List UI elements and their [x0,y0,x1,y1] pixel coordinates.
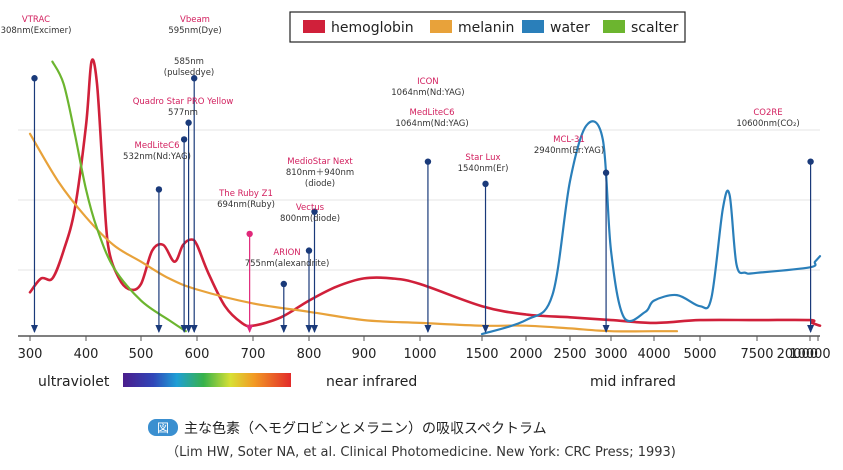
laser-arrowhead [155,325,163,333]
legend-swatch-water [522,20,544,33]
laser-arrowhead [482,325,490,333]
laser-arrowhead [180,325,188,333]
laser-dot [246,230,253,238]
laser-dot [31,75,38,82]
legend-label-hemoglobin: hemoglobin [331,20,414,36]
laser-arrowhead [602,325,610,333]
laser-dot [305,247,313,254]
series-hemoglobin-line [28,58,822,328]
caption-badge-text: 図 [157,421,169,435]
laser-spec-label: 10600nm(CO₂) [736,119,799,129]
laser-spec-label: 595nm(Dye) [168,26,221,36]
laser-spec-label: 585nm [174,57,204,67]
laser-arrowhead [185,325,193,333]
laser-name-label: MedLiteC6 [135,141,180,151]
laser-name-label: ARION [273,248,300,258]
visible-spectrum-bar [123,373,291,387]
laser-spec-label: 1064nm(Nd:YAG) [391,88,464,98]
laser-dot [807,158,814,165]
laser-arrowhead [246,325,254,333]
laser-arrowhead [280,325,288,333]
laser-name-label: Quadro Star PRO Yellow [133,97,234,107]
laser-spec-label: 694nm(Ruby) [217,200,275,210]
x-tick-label: 800 [297,347,322,362]
laser-dot [424,158,432,165]
series-water-line [480,120,822,336]
laser-dot [602,169,610,176]
laser-spec-label: (pulseddye) [164,68,215,78]
x-tick-label: 5000 [683,347,716,362]
laser-name-label: MedLiteC6 [410,108,455,118]
laser-name-label: MedioStar Next [287,157,353,167]
x-tick-label: 400 [74,347,99,362]
laser-spec-label: 577nm [168,108,198,118]
x-tick-label: 900 [352,347,377,362]
laser-name-label: The Ruby Z1 [218,189,273,199]
laser-spec-label: (diode) [305,179,335,189]
laser-name-label: CO2RE [753,108,782,118]
legend-label-scatter: scalter [631,20,679,36]
laser-spec-label: 2940nm(Er:YAG) [534,146,604,156]
laser-name-label: Star Lux [465,153,500,163]
caption-title: 主な色素（ヘモグロビンとメラニン）の吸収スペクトラム [184,420,547,437]
legend-label-melanin: melanin [458,20,514,36]
region-mid-infrared: mid infrared [590,374,676,390]
laser-dot [185,119,192,126]
laser-spec-label: 800nm(diode) [280,214,340,224]
region-ultraviolet: ultraviolet [38,374,110,390]
laser-arrowhead [305,325,313,333]
x-tick-label: 2000 [509,347,542,362]
laser-dot [280,280,287,288]
x-tick-label: 1500 [465,347,498,362]
legend-swatch-scatter [603,20,625,33]
legend-swatch-melanin [430,20,452,33]
x-tick-label: 3000 [594,347,627,362]
legend: hemoglobin melanin water scalter [289,11,686,43]
laser-dot [311,208,318,215]
laser-dot [191,75,198,82]
laser-markers: ICON1064nm(Nd:YAG)VTRAC308nm(Excimer)Med… [1,15,815,333]
x-tick-label: 4000 [637,347,670,362]
x-tick-label: 500 [129,347,154,362]
legend-label-water: water [550,20,590,36]
laser-dot [155,186,163,193]
laser-dot [482,180,489,188]
laser-spec-label: 1540nm(Er) [458,164,509,174]
x-tick-label: 700 [241,347,266,362]
laser-name-label: VTRAC [22,15,50,25]
laser-arrowhead [30,325,38,333]
x-tick-label: 1000 [403,347,436,362]
laser-name-label: MCL-31 [553,135,585,145]
laser-name-label: ICON [417,77,439,87]
laser-arrowhead [424,325,432,333]
series-scalter-line [51,60,187,333]
laser-arrowhead [311,325,318,333]
caption-citation: （Lim HW, Soter NA, et al. Clinical Photo… [166,445,676,460]
series-melanin-line [28,132,679,333]
laser-arrowhead [190,325,198,333]
laser-name-label: Vbeam [180,15,210,25]
grid-lines [18,129,820,271]
laser-spec-label: 1064nm(Nd:YAG) [395,119,468,129]
x-axis-ticks: 300 400 500 600 700 800 900 1000 1500 2000 2500 300… [18,336,831,362]
laser-name-label: Vectus [296,203,325,213]
laser-dot [180,136,188,143]
laser-spec-label: 810nm＋940nm [286,168,354,178]
region-near-infrared: near infrared [326,374,417,390]
laser-spec-label: 532nm(Nd:YAG) [123,152,191,162]
x-tick-label: 600 [185,347,210,362]
x-tick-label: 7500 [740,347,773,362]
figure-caption: 図 主な色素（ヘモグロビンとメラニン）の吸収スペクトラム （Lim HW, So… [148,419,676,460]
caption-badge [148,419,178,436]
legend-swatch-hemoglobin [303,20,325,33]
x-tick-label: 2500 [553,347,586,362]
laser-spec-label: 308nm(Excimer) [1,26,72,36]
x-tick-label: 20000 [777,347,818,362]
laser-arrowhead [807,325,815,333]
x-tick-label: 10000 [789,347,830,362]
laser-spec-label: 755nm(alexandrite) [245,259,330,269]
x-tick-label: 300 [18,347,43,362]
